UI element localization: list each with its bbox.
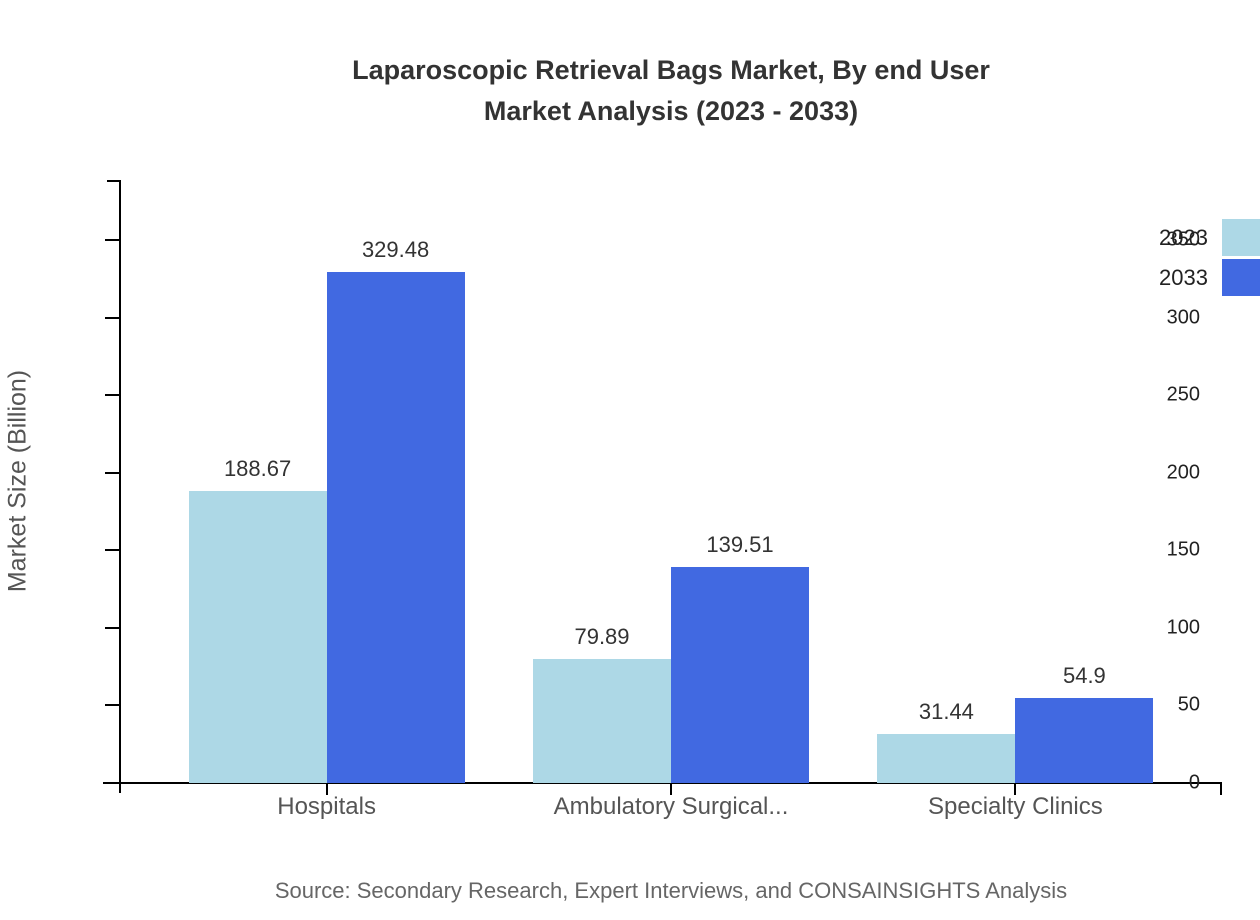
bar-2023-hospitals — [188, 490, 327, 783]
bar-value-label: 79.89 — [574, 624, 630, 650]
y-tick-label: 0 — [1188, 771, 1200, 794]
y-tick-label: 200 — [1166, 461, 1200, 484]
legend-swatch-icon — [1222, 259, 1260, 296]
x-tick-mark — [325, 783, 328, 795]
chart-title-line2: Market Analysis (2023 - 2033) — [483, 96, 859, 126]
legend-row-2023: 2023 — [1159, 219, 1260, 256]
x-tick-mark — [670, 783, 672, 795]
y-tick-label: 300 — [1166, 306, 1200, 329]
bar-2033-hospitals — [326, 272, 465, 783]
bar-2023-specialty-clinics — [877, 734, 1016, 783]
legend-label: 2023 — [1159, 224, 1208, 250]
x-tick-mark — [1014, 783, 1017, 795]
plot-area: 0 50 100 150 200 250 300 350 Hospitals 188.67 329.… — [105, 180, 1222, 820]
y-tick-mark — [105, 704, 120, 707]
x-axis-spine — [103, 782, 1222, 784]
bar-2023-ambulatory-surgical- — [533, 659, 671, 783]
y-tick-mark — [105, 239, 120, 242]
y-tick-mark — [105, 549, 120, 552]
y-tick-label: 50 — [1177, 693, 1200, 716]
legend-row-2033: 2033 — [1159, 259, 1260, 296]
x-axis-end-cap — [1220, 783, 1222, 795]
y-tick-mark — [105, 471, 120, 474]
bar-2033-ambulatory-surgical- — [671, 566, 809, 783]
legend-swatch-icon — [1222, 219, 1260, 256]
chart-title-line1: Laparoscopic Retrieval Bags Market, By e… — [352, 55, 990, 85]
y-axis-top-cap — [107, 180, 121, 182]
y-tick-mark — [105, 316, 120, 319]
bar-value-label: 139.51 — [706, 531, 774, 557]
x-category-label: Hospitals — [277, 793, 376, 820]
bar-value-label: 31.44 — [918, 699, 974, 725]
legend: 2023 2033 — [1159, 219, 1260, 299]
bar-value-label: 188.67 — [223, 455, 292, 481]
x-category-label: Specialty Clinics — [928, 793, 1103, 820]
y-tick-label: 150 — [1166, 538, 1200, 561]
bar-value-label: 54.9 — [1062, 662, 1106, 688]
bar-value-label: 329.48 — [361, 237, 430, 263]
y-axis-spine — [119, 180, 121, 793]
chart-title: Laparoscopic Retrieval Bags Market, By e… — [120, 50, 1222, 132]
y-tick-label: 350 — [1166, 228, 1200, 251]
legend-label: 2033 — [1159, 264, 1208, 290]
y-tick-mark — [105, 394, 120, 397]
x-category-label: Ambulatory Surgical... — [553, 793, 789, 820]
y-tick-mark — [105, 782, 120, 784]
y-tick-mark — [105, 626, 120, 629]
bar-2033-specialty-clinics — [1015, 697, 1154, 783]
source-note: Source: Secondary Research, Expert Inter… — [274, 878, 1068, 903]
y-tick-label: 100 — [1166, 616, 1200, 639]
y-tick-label: 250 — [1166, 383, 1200, 406]
